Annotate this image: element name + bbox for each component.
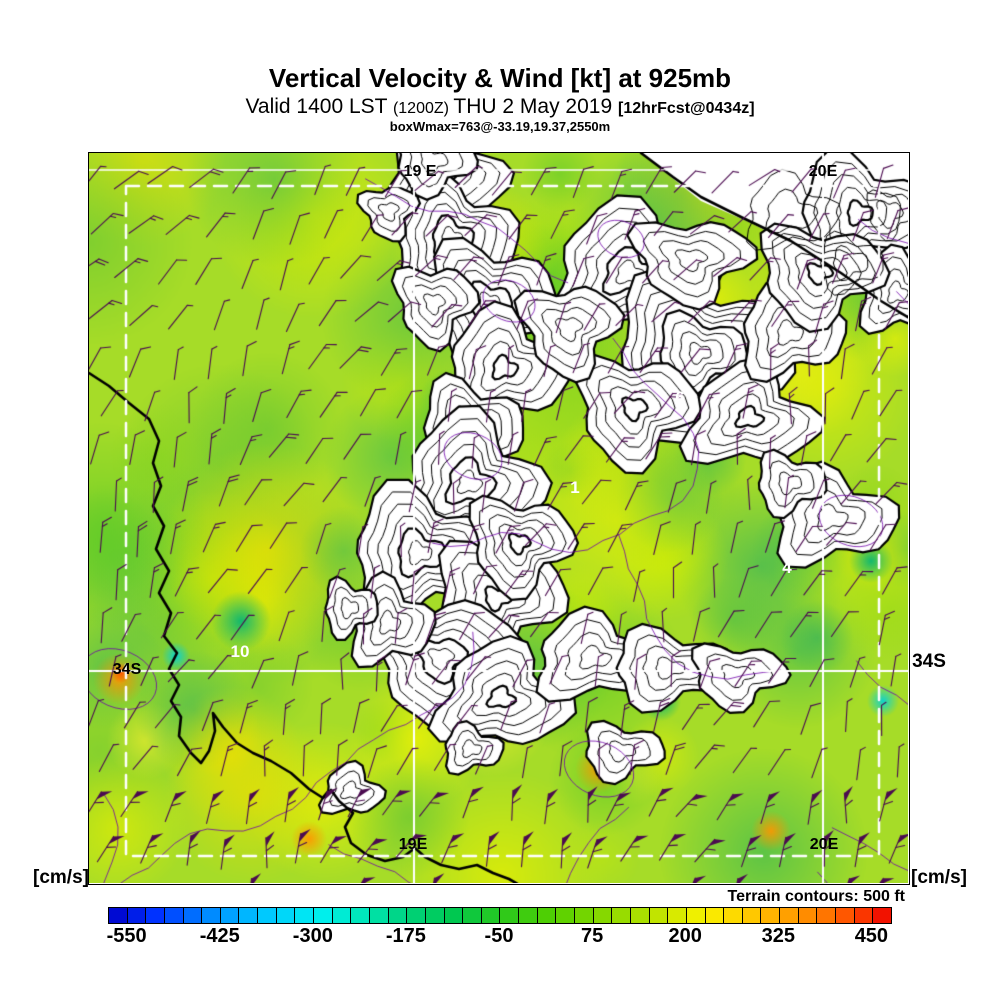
colorbar-segment [593,908,613,923]
valid-date: THU 2 May 2019 [453,94,618,118]
colorbar-segment [220,908,240,923]
colorbar-segment [369,908,389,923]
colorbar-segment [388,908,408,923]
wmax-line: boxWmax=763@-33.19,19.37,2550m [389,119,611,135]
colorbar-segment [351,908,370,923]
header: Vertical Velocity & Wind [kt] at 925mb V… [0,63,1000,135]
coordinate-label-20E: 20E [808,163,838,180]
colorbar-tick: 75 [580,925,604,947]
colorbar-segment [798,908,818,923]
colorbar-segment [742,908,762,923]
w-contour-value-label: 10 [230,642,250,661]
colorbar-segment [146,908,165,923]
colorbar-segment [761,908,781,923]
colorbar-tick: -425 [199,925,240,947]
colorbar-segment [295,908,315,923]
colorbar-segment [817,908,836,923]
colorbar-segment [835,908,855,923]
colorbar-tick: 325 [761,925,795,947]
page-title: Vertical Velocity & Wind [kt] at 925mb [268,63,732,93]
colorbar-segment [780,908,799,923]
coordinate-label-19E: 19E [398,836,428,853]
coordinate-label-34S: 34S [112,661,142,678]
w-contour-value-label: 1 [570,478,580,497]
colorbar-segment [668,908,687,923]
valid-prefix: Valid 1400 LST [245,94,393,118]
colorbar-segment [724,908,743,923]
forecast-tag: [12hrFcst@0434z] [618,99,755,117]
colorbar-segment [239,908,259,923]
colorbar-segment [425,908,445,923]
colorbar-segment [873,908,891,923]
w-contour-value-label: 6 [675,388,685,407]
colorbar-segment [481,908,501,923]
colorbar-tick: -550 [106,925,147,947]
zulu-time: (1200Z) [392,99,454,117]
map-frame [88,152,910,885]
colorbar-segment [314,908,333,923]
colorbar-tick: 450 [854,925,889,947]
colorbar-segment [258,908,277,923]
colorbar-segment [202,908,221,923]
units-label: [cm/s] [911,867,967,888]
coordinate-label-19E: 19 E [403,163,437,180]
colorbar-tick: -300 [292,925,333,947]
colorbar-segment [630,908,650,923]
colorbar-segment [575,908,594,923]
colorbar-segment [612,908,631,923]
colorbar-segment [444,908,464,923]
coordinate-label-20E: 20E [809,836,839,853]
colorbar-segment [500,908,520,923]
w-contour-value-label: 4 [782,558,792,577]
colorbar-tick-labels: -550 -425 -300 -175 -50 75 200 325 450 [106,925,890,951]
colorbar-tick: -50 [484,925,514,947]
colorbar-tick: 200 [668,925,702,947]
colorbar-segment [537,908,557,923]
colorbar-segment [854,908,874,923]
colorbar-segment [164,908,184,923]
colorbar-segment [519,908,538,923]
valid-time-line: Valid 1400 LST (1200Z) THU 2 May 2019 [1… [0,95,1000,119]
colorbar-segment [705,908,725,923]
colorbar-segment [276,908,296,923]
units-label: [cm/s] [33,867,89,888]
colorbar-segment [183,908,203,923]
colorbar-segment [556,908,576,923]
colorbar-segment [649,908,669,923]
colorbar-segment [463,908,482,923]
colorbar-segment [109,908,128,923]
terrain-contours-note: Terrain contours: 500 ft [727,888,905,905]
map-canvas [89,153,908,883]
colorbar-segment [127,908,147,923]
colorbar-segment [407,908,426,923]
latitude-label-right: 34S [912,651,946,672]
colorbar-segment [686,908,706,923]
colorbar-tick: -175 [385,925,426,947]
colorbar-segment [332,908,352,923]
colorbar [108,907,892,924]
